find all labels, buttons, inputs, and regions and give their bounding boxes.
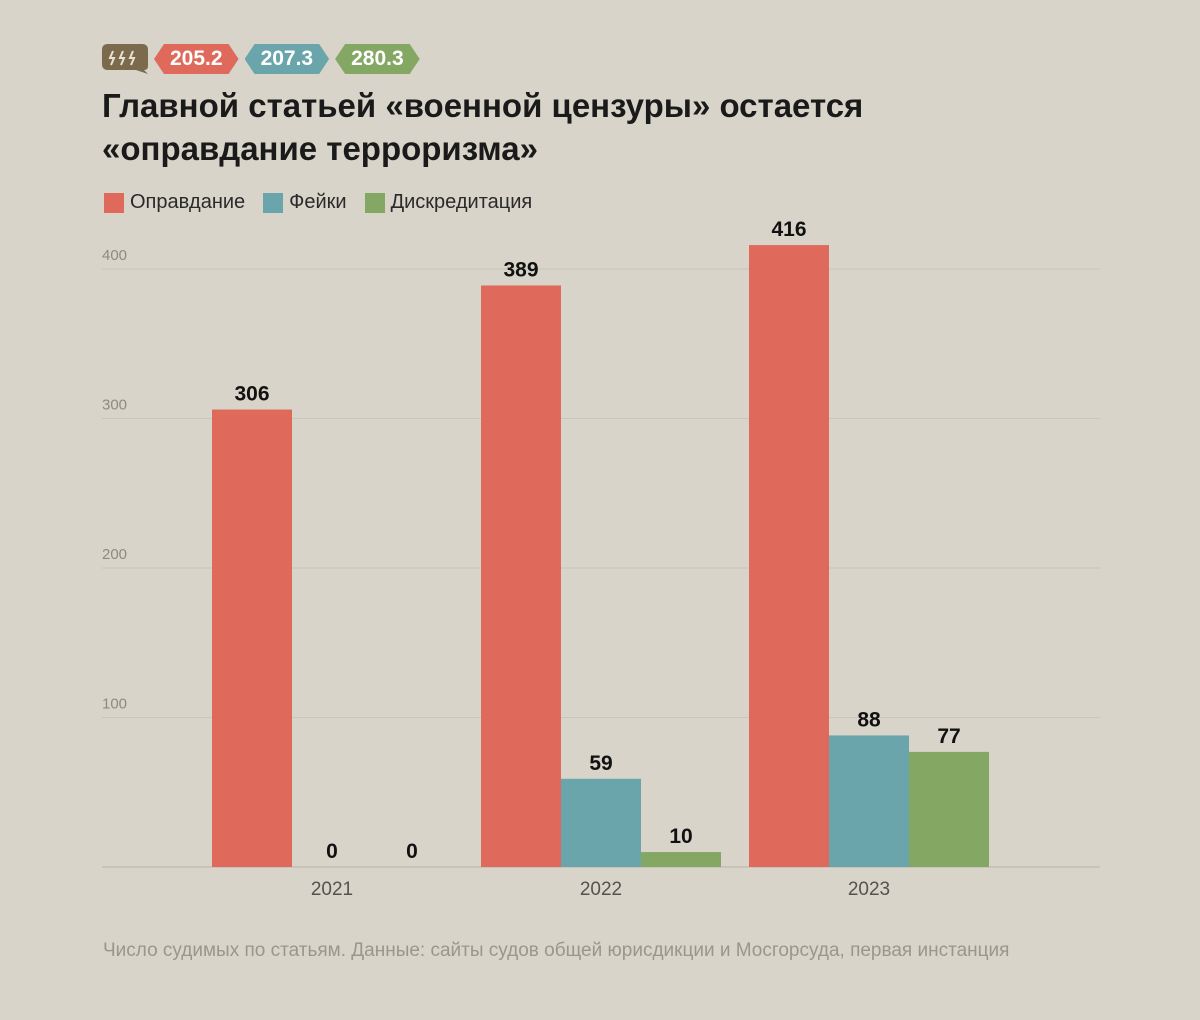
- lightning-logo-icon: [102, 44, 148, 74]
- y-tick-label: 400: [102, 247, 127, 264]
- badge-article-207-3: 207.3: [245, 44, 330, 74]
- chart-title-line-2: «оправдание терроризма»: [102, 130, 538, 167]
- data-label-2023-series-1: 88: [857, 708, 881, 731]
- y-tick-label: 300: [102, 397, 127, 414]
- article-badges: 205.2 207.3 280.3: [102, 44, 420, 74]
- badge-article-280-3: 280.3: [335, 44, 420, 74]
- bar-2021-series-0: [212, 409, 292, 867]
- data-label-2022-series-0: 389: [503, 258, 538, 281]
- data-label-2022-series-2: 10: [669, 825, 692, 848]
- chart-footnote: Число судимых по статьям. Данные: сайты …: [103, 940, 1010, 961]
- legend-item-fakes: Фейки: [263, 191, 347, 214]
- x-tick-label-2023: 2023: [848, 879, 890, 900]
- chart-title-line-1: Главной статьей «военной цензуры» остает…: [102, 87, 864, 124]
- badge-article-205-2: 205.2: [154, 44, 239, 74]
- x-tick-label-2022: 2022: [580, 879, 622, 900]
- chart-legend: Оправдание Фейки Дискредитация: [104, 191, 532, 214]
- chart-title: Главной статьей «военной цензуры» остает…: [102, 84, 1062, 170]
- y-tick-label: 100: [102, 696, 127, 713]
- legend-label-fakes: Фейки: [289, 191, 347, 213]
- legend-item-justification: Оправдание: [104, 191, 245, 214]
- bar-2022-series-2: [641, 852, 721, 867]
- data-label-2021-series-2: 0: [406, 840, 418, 863]
- legend-swatch-discreditation: [364, 192, 385, 213]
- data-label-2021-series-1: 0: [326, 840, 338, 863]
- bar-2023-series-0: [749, 245, 829, 867]
- bar-2023-series-1: [829, 735, 909, 867]
- y-tick-label: 200: [102, 546, 127, 563]
- data-label-2023-series-0: 416: [771, 218, 806, 241]
- data-label-2023-series-2: 77: [937, 725, 960, 748]
- data-label-2022-series-1: 59: [589, 752, 612, 775]
- legend-swatch-fakes: [263, 192, 284, 213]
- legend-label-discreditation: Дискредитация: [390, 191, 533, 213]
- bar-2022-series-1: [561, 778, 641, 867]
- bar-2022-series-0: [481, 285, 561, 867]
- legend-swatch-justification: [104, 192, 124, 213]
- legend-label-justification: Оправдание: [130, 191, 246, 213]
- data-label-2021-series-0: 306: [234, 383, 269, 406]
- legend-item-discreditation: Дискредитация: [364, 191, 533, 214]
- bar-chart: 100 200 300 400 306 0 0 2021 389 59 10 2022 416 88 77 2…: [102, 218, 1100, 900]
- bar-2023-series-2: [909, 751, 989, 867]
- x-tick-label-2021: 2021: [311, 879, 353, 900]
